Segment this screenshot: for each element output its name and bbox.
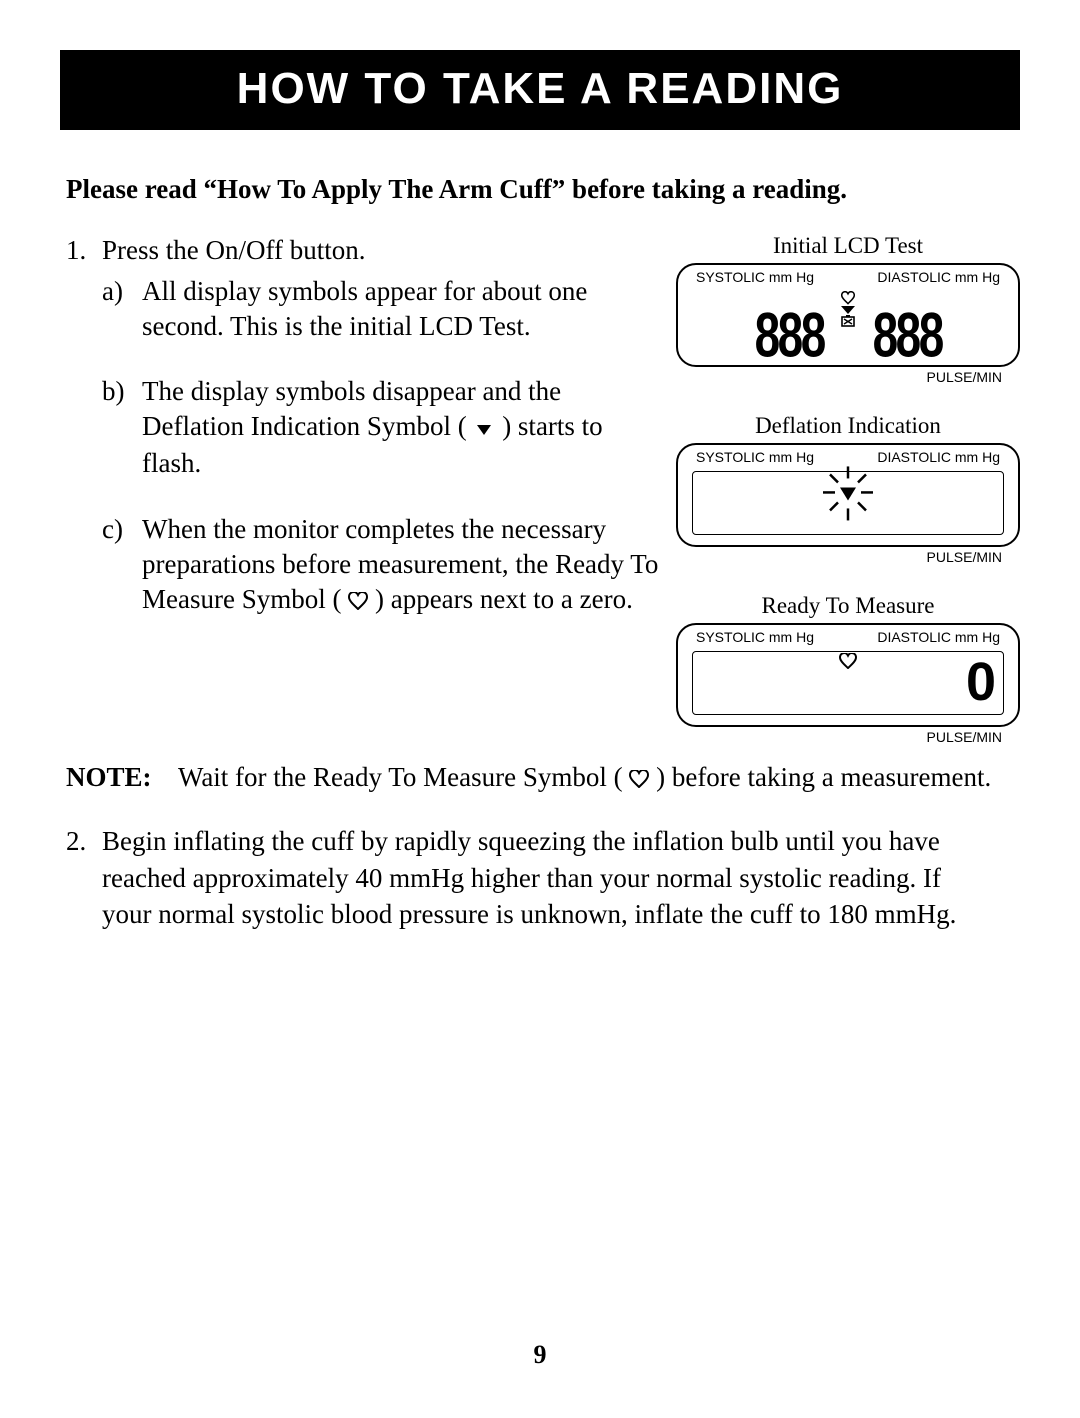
figure-deflation: Deflation Indication SYSTOLIC mm Hg DIAS… <box>676 413 1020 565</box>
systolic-label: SYSTOLIC mm Hg <box>696 269 814 285</box>
heart-icon <box>839 653 857 674</box>
note-text: Wait for the Ready To Measure Symbol ( )… <box>178 759 991 797</box>
pulse-label-2: PULSE/MIN <box>676 549 1020 565</box>
section-title: HOW TO TAKE A READING <box>60 50 1020 130</box>
diastolic-label: DIASTOLIC mm Hg <box>877 629 1000 645</box>
figure-3-title: Ready To Measure <box>676 593 1020 619</box>
step-1b-marker: b) <box>102 374 142 481</box>
step-1c-marker: c) <box>102 512 142 619</box>
figure-column: Initial LCD Test SYSTOLIC mm Hg DIASTOLI… <box>676 233 1020 759</box>
step-1a-marker: a) <box>102 274 142 344</box>
deflation-icon <box>473 411 495 446</box>
figure-1-title: Initial LCD Test <box>676 233 1020 259</box>
text-column: 1. Press the On/Off button. a) All displ… <box>60 233 676 633</box>
lcd-1-right: 888 <box>873 304 942 367</box>
step-1b-text: The display symbols disappear and the De… <box>142 374 666 481</box>
flash-deflation-icon <box>813 460 883 524</box>
deflation-icon <box>840 305 856 315</box>
step-1c-text: When the monitor completes the necessary… <box>142 512 666 619</box>
heart-icon <box>629 761 649 797</box>
note-before: Wait for the Ready To Measure Symbol ( <box>178 762 623 792</box>
lcd-3-zero: 0 <box>966 655 996 709</box>
step-1a-text: All display symbols appear for about one… <box>142 274 666 344</box>
step-1-marker: 1. <box>66 233 102 268</box>
step-1-text: Press the On/Off button. <box>102 233 366 268</box>
heart-icon <box>348 584 368 619</box>
diastolic-label: DIASTOLIC mm Hg <box>877 449 1000 465</box>
figure-initial-lcd: Initial LCD Test SYSTOLIC mm Hg DIASTOLI… <box>676 233 1020 385</box>
lcd-2: SYSTOLIC mm Hg DIASTOLIC mm Hg <box>676 443 1020 547</box>
step-1c-after: ) appears next to a zero. <box>375 584 633 614</box>
pulse-label-3: PULSE/MIN <box>676 729 1020 745</box>
diastolic-label: DIASTOLIC mm Hg <box>877 269 1000 285</box>
page-number: 9 <box>0 1340 1080 1370</box>
lcd-1: SYSTOLIC mm Hg DIASTOLIC mm Hg 888 888 <box>676 263 1020 367</box>
step-2-text: Begin inflating the cuff by rapidly sque… <box>102 823 990 932</box>
step-1b: b) The display symbols disappear and the… <box>102 374 676 481</box>
step-1c: c) When the monitor completes the necess… <box>102 512 676 619</box>
intro-text: Please read “How To Apply The Arm Cuff” … <box>66 174 1020 205</box>
battery-icon <box>841 315 855 327</box>
lcd-1-center-icons <box>840 291 856 327</box>
note-after: ) before taking a measurement. <box>656 762 991 792</box>
note-label: NOTE: <box>66 759 178 797</box>
step-1b-before: The display symbols disappear and the De… <box>142 376 561 441</box>
step-2: 2. Begin inflating the cuff by rapidly s… <box>66 823 1020 932</box>
figure-2-title: Deflation Indication <box>676 413 1020 439</box>
step-2-marker: 2. <box>66 823 102 932</box>
pulse-label-1: PULSE/MIN <box>676 369 1020 385</box>
content-row: 1. Press the On/Off button. a) All displ… <box>60 233 1020 759</box>
figure-ready: Ready To Measure SYSTOLIC mm Hg DIASTOLI… <box>676 593 1020 745</box>
lcd-1-left: 888 <box>754 304 823 367</box>
step-1a: a) All display symbols appear for about … <box>102 274 676 344</box>
systolic-label: SYSTOLIC mm Hg <box>696 629 814 645</box>
lcd-3: SYSTOLIC mm Hg DIASTOLIC mm Hg 0 <box>676 623 1020 727</box>
note: NOTE: Wait for the Ready To Measure Symb… <box>66 759 1020 797</box>
step-1: 1. Press the On/Off button. <box>66 233 676 268</box>
heart-icon <box>841 291 855 305</box>
systolic-label: SYSTOLIC mm Hg <box>696 449 814 465</box>
